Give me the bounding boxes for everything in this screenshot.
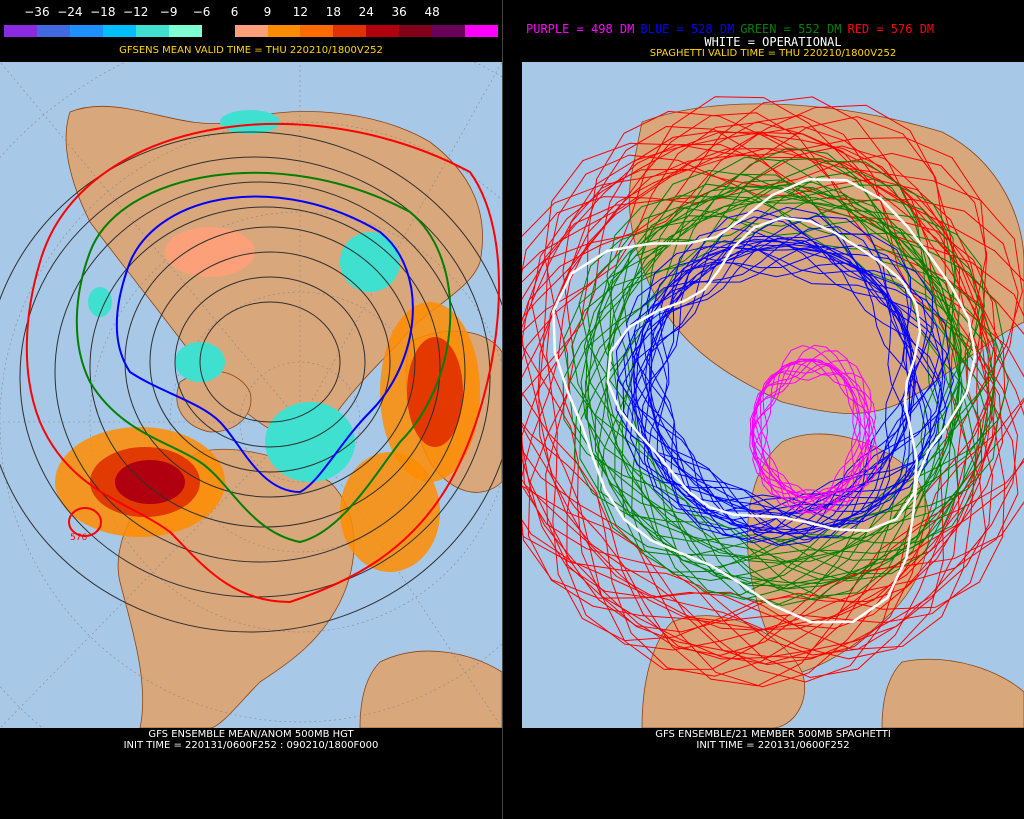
colorbar-swatch [102,25,136,37]
spaghetti-contour [522,144,1019,677]
colorbar-label: 12 [292,5,309,19]
spaghetti-contour [522,96,1006,633]
colorbar-swatch [201,25,235,37]
contour-576-closed [68,507,102,537]
contour-576 [25,123,500,604]
spaghetti-contour [571,181,953,582]
mean-bottom-title: GFS ENSEMBLE MEAN/ANOM 500MB HGT [148,729,354,740]
spaghetti-contour [522,104,1019,656]
spaghetti-contour [641,227,948,532]
spaghetti-init-time: INIT TIME = 220131/0600F252 [696,740,850,751]
colorbar-swatch [300,25,334,37]
spaghetti-contour [562,196,985,587]
colorbar-swatch [234,25,268,37]
spaghetti-contour [600,185,996,562]
spaghetti-contour [580,197,956,607]
colorbar-label: 48 [424,5,440,19]
legend-blue: BLUE = 528 DM [640,22,735,36]
colorbar-label: −24 [57,5,83,19]
colorbar-swatch [465,25,499,37]
colorbar-swatch [366,25,400,37]
spaghetti-valid-time-title: SPAGHETTI VALID TIME = THU 220210/1800V2… [649,48,897,59]
colorbar-label: −18 [90,5,116,19]
spaghetti-contour [753,350,870,512]
spaghetti-contour [586,170,961,597]
spaghetti-contours [522,96,1024,688]
legend-red: RED = 576 DM [847,22,935,36]
spaghetti-contour [751,344,879,504]
spaghetti-bottom-title: GFS ENSEMBLE/21 MEMBER 500MB SPAGHETTI [655,729,891,740]
spaghetti-contour [562,184,969,590]
colorbar-label: 9 [263,5,272,19]
spaghetti-contour [585,157,960,575]
anomaly-shading [55,110,480,572]
colorbar-label: −6 [192,5,211,19]
spaghetti-legend: PURPLE = 498 DM BLUE = 528 DM GREEN = 552 … [526,22,1020,36]
spaghetti-contour [522,121,987,624]
spaghetti-contour [522,145,996,683]
legend-purple: PURPLE = 498 DM [526,22,635,36]
spaghetti-contour [522,96,990,650]
spaghetti-contour [646,238,942,514]
spaghetti-contour [522,116,989,679]
spaghetti-contour [630,244,911,547]
spaghetti-contour [552,177,977,624]
spaghetti-contour [522,125,984,660]
colorbar-swatch [4,25,37,37]
colorbar-label: 18 [325,5,341,19]
colorbar-swatch [432,25,466,37]
spaghetti-contour [752,360,873,500]
colorbar-swatch [69,25,103,37]
spaghetti-map-svg [522,62,1024,728]
colorbar-label: 6 [230,5,239,19]
spaghetti-map [522,62,1024,728]
spaghetti-contour [568,179,959,558]
spaghetti-contour [749,358,865,498]
spaghetti-contour [522,114,1004,630]
mean-valid-time-title: GFSENS MEAN VALID TIME = THU 220210/1800… [119,45,383,56]
colorbar-label: 24 [358,5,374,19]
colorbar-labels: −36 −24 −18 −12 −9 −6 6 9 12 18 24 36 48 [4,4,498,20]
anomaly-colorbar: −36 −24 −18 −12 −9 −6 6 9 12 18 24 36 48 [4,4,499,38]
colorbar-swatch [333,25,367,37]
colorbar-label: −12 [123,5,149,19]
spaghetti-contour [644,209,944,537]
spaghetti-contour [522,147,1023,660]
colorbar-label: −9 [159,5,178,19]
legend-green: GREEN = 552 DM [740,22,842,36]
ensemble-mean-panel: −36 −24 −18 −12 −9 −6 6 9 12 18 24 36 48 GFSENS MEAN… [0,0,503,819]
spaghetti-contour [629,240,932,516]
colorbar-label: −36 [24,5,50,19]
legend-white: WHITE = OPERATIONAL [704,35,842,49]
colorbar-swatches [4,25,499,37]
colorbar-swatch [135,25,169,37]
spaghetti-contour [643,206,946,515]
colorbar-label: 36 [391,5,407,19]
spaghetti-contour [641,238,940,531]
spaghetti-contour [522,137,994,666]
contour-label: 576 [70,533,87,543]
colorbar-swatch [267,25,301,37]
spaghetti-contour [755,358,877,508]
spaghetti-contour [751,344,871,503]
spaghetti-panel: PURPLE = 498 DM BLUE = 528 DM GREEN = 552 … [522,0,1024,819]
spaghetti-contour [606,216,922,533]
spaghetti-contour [546,112,1006,642]
ensemble-mean-map: 576 [0,62,502,728]
colorbar-swatch [168,25,202,37]
spaghetti-contour [759,358,877,499]
spaghetti-contour [615,232,927,535]
mean-map-svg: 576 [0,62,502,728]
spaghetti-contour [615,244,934,534]
mean-init-time: INIT TIME = 220131/0600F252 : 090210/180… [123,740,379,751]
contour-528 [115,195,414,494]
spaghetti-contour [633,216,916,523]
contour-552 [75,171,452,544]
colorbar-swatch [36,25,70,37]
colorbar-swatch [399,25,433,37]
spaghetti-contour [573,160,988,581]
